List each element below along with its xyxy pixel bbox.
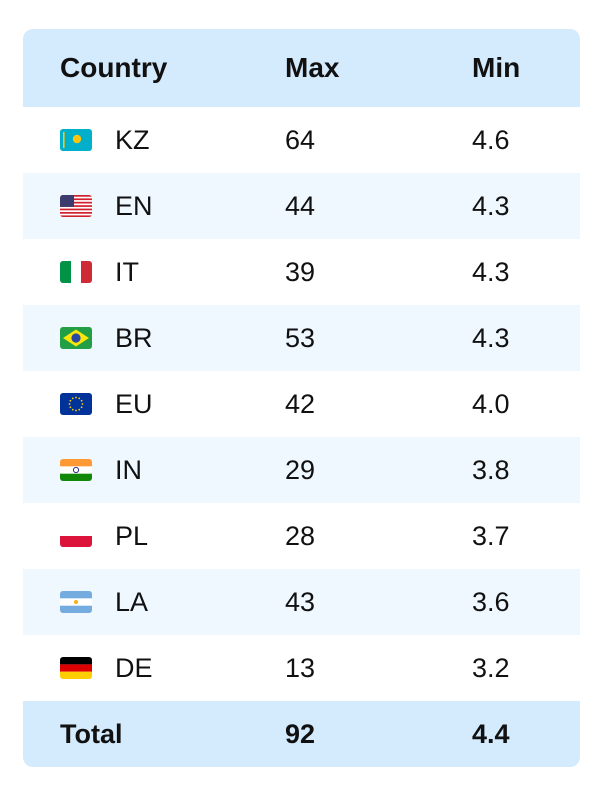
- table-row: IN 29 3.8: [23, 437, 580, 503]
- min-cell: 4.3: [472, 256, 510, 287]
- country-cell: LA: [60, 587, 148, 618]
- min-cell: 4.0: [472, 388, 510, 419]
- min-cell: 4.6: [472, 124, 510, 155]
- italy-flag-icon: [60, 261, 92, 283]
- min-cell: 4.3: [472, 190, 510, 221]
- country-code: KZ: [115, 124, 150, 155]
- country-cell: EU: [60, 389, 153, 420]
- min-cell: 4.3: [472, 322, 510, 353]
- country-code: LA: [115, 586, 149, 617]
- header-max: Max: [285, 52, 340, 83]
- country-cell: PL: [60, 521, 148, 552]
- table-row: EU 42 4.0: [23, 371, 580, 437]
- table-row: DE 13 3.2: [23, 635, 580, 701]
- table-row: EN 44 4.3: [23, 173, 580, 239]
- max-cell: 28: [285, 520, 316, 551]
- max-cell: 29: [285, 454, 316, 485]
- eu-flag-icon: [60, 393, 92, 415]
- country-code: EU: [115, 388, 153, 419]
- max-cell: 44: [285, 190, 316, 221]
- poland-flag-icon: [60, 525, 92, 547]
- country-code: BR: [115, 322, 153, 353]
- header-country: Country: [60, 52, 168, 83]
- kazakhstan-flag-icon: [60, 129, 92, 151]
- country-cell: IT: [60, 257, 139, 288]
- usa-flag-icon: [60, 195, 92, 217]
- table-row: KZ 64 4.6: [23, 107, 580, 173]
- country-code: IT: [115, 256, 139, 287]
- table-row: LA 43 3.6: [23, 569, 580, 635]
- argentina-flag-icon: [60, 591, 92, 613]
- min-cell: 3.8: [472, 454, 510, 485]
- country-cell: DE: [60, 653, 153, 684]
- country-cell: IN: [60, 455, 142, 486]
- country-cell: KZ: [60, 125, 150, 156]
- min-cell: 3.7: [472, 520, 510, 551]
- min-cell: 3.6: [472, 586, 510, 617]
- table-row: IT 39 4.3: [23, 239, 580, 305]
- min-cell: 3.2: [472, 652, 510, 683]
- india-flag-icon: [60, 459, 92, 481]
- country-cell: EN: [60, 191, 153, 222]
- brazil-flag-icon: [60, 327, 92, 349]
- table-total-row: Total 92 4.4: [23, 701, 580, 767]
- max-cell: 53: [285, 322, 316, 353]
- max-cell: 42: [285, 388, 316, 419]
- max-cell: 13: [285, 652, 316, 683]
- country-code: PL: [115, 520, 149, 551]
- country-cell: BR: [60, 323, 153, 354]
- country-code: EN: [115, 190, 153, 221]
- country-code: IN: [115, 454, 142, 485]
- table-row: BR 53 4.3: [23, 305, 580, 371]
- country-table: Country Max Min KZ 64 4.6 EN 44 4.3 IT 39 4.3 BR 5…: [23, 29, 580, 767]
- table-row: PL 28 3.7: [23, 503, 580, 569]
- table-header: Country Max Min: [23, 29, 580, 107]
- max-cell: 64: [285, 124, 316, 155]
- max-cell: 43: [285, 586, 316, 617]
- country-code: DE: [115, 652, 153, 683]
- header-min: Min: [472, 52, 521, 83]
- total-min: 4.4: [472, 718, 510, 749]
- total-max: 92: [285, 718, 316, 749]
- total-label: Total: [60, 718, 123, 749]
- max-cell: 39: [285, 256, 316, 287]
- germany-flag-icon: [60, 657, 92, 679]
